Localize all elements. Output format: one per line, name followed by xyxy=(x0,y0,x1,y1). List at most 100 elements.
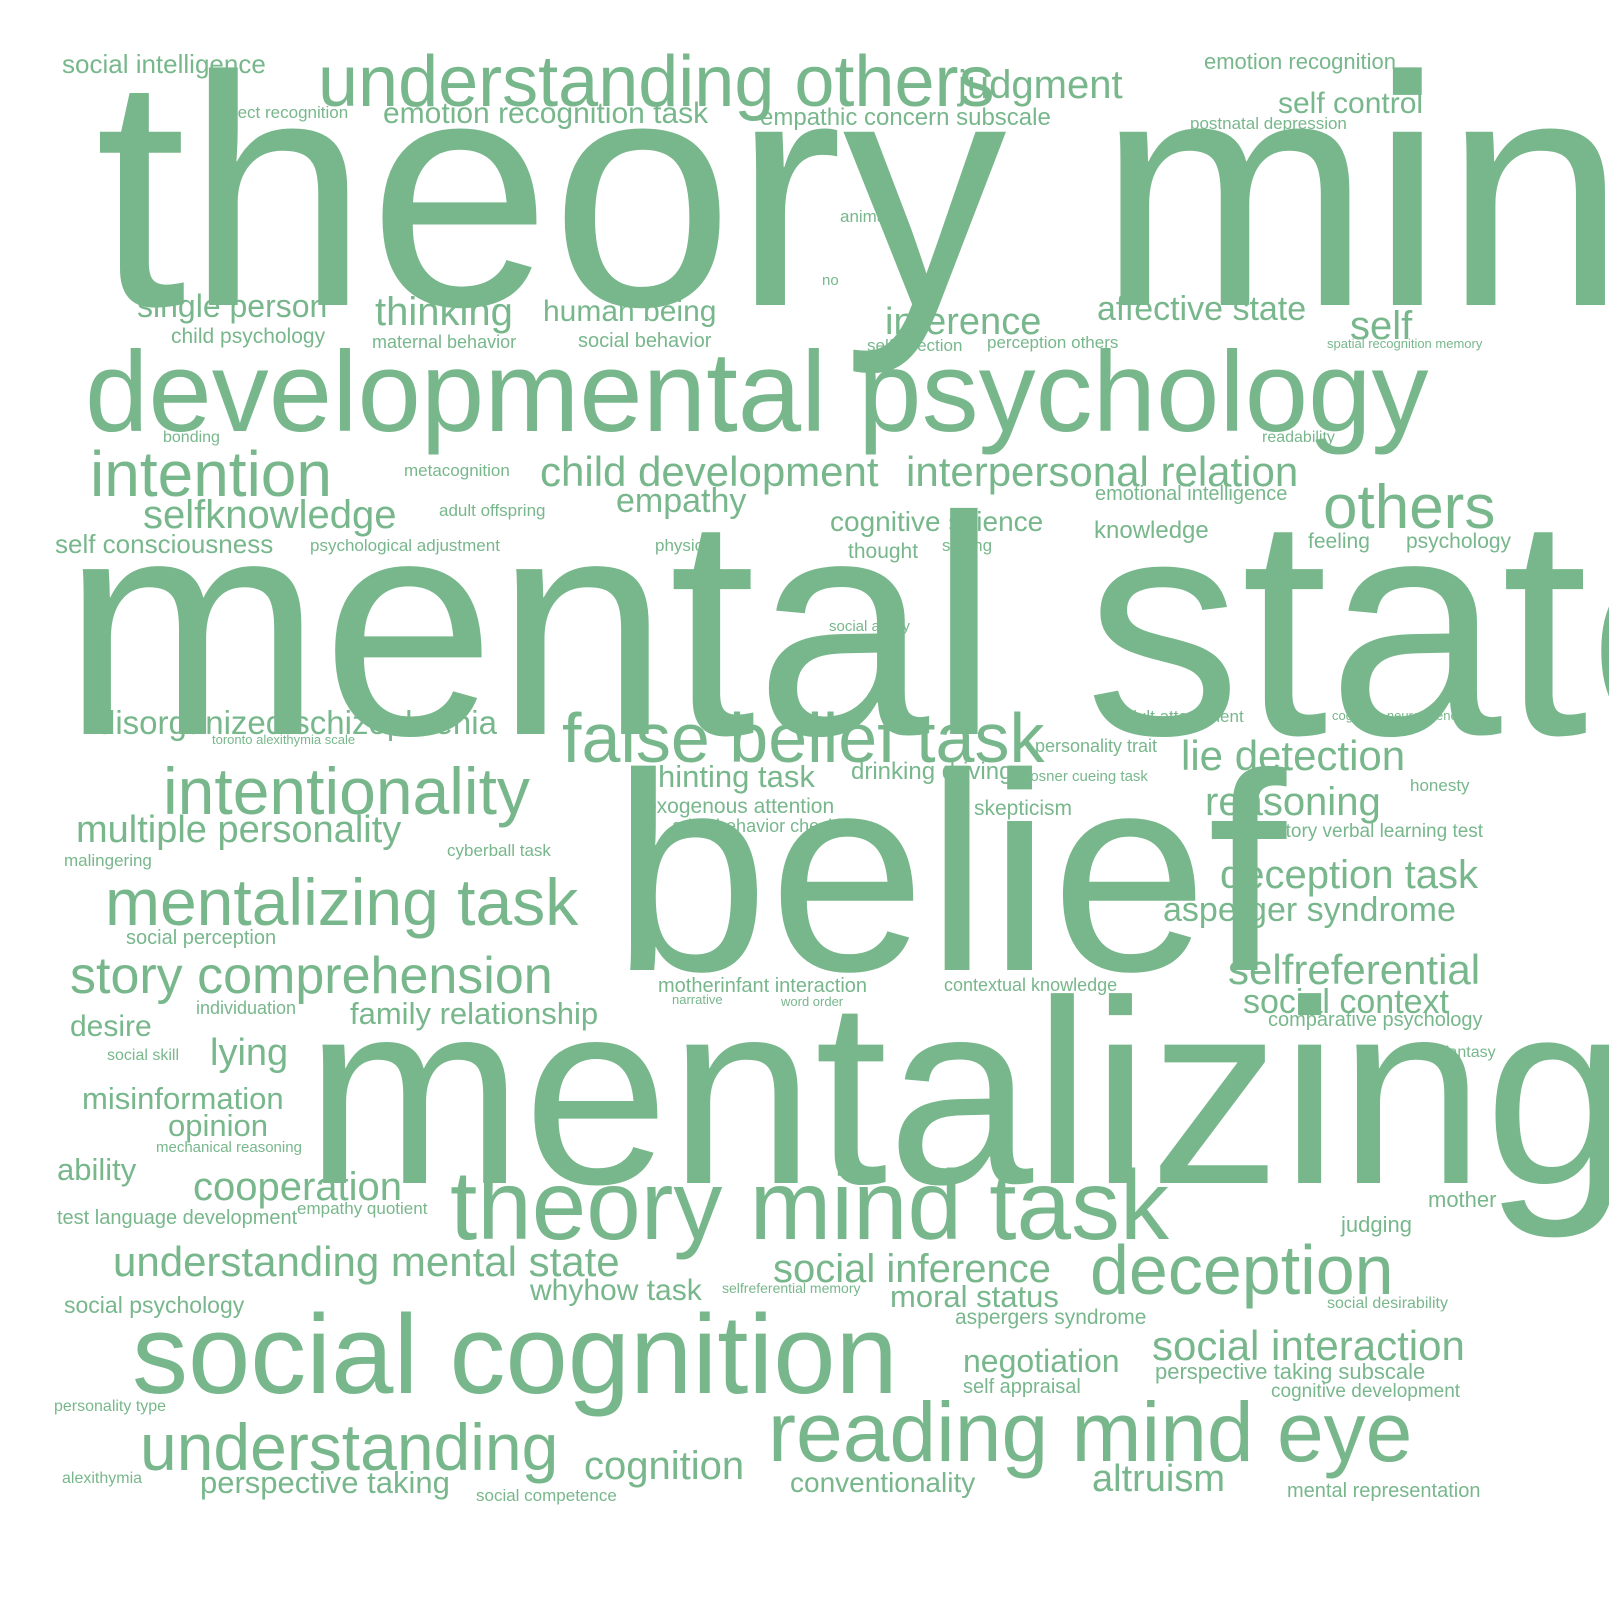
word-altruism: altruism xyxy=(1092,1458,1226,1500)
word-narrative: narrative xyxy=(672,992,723,1007)
word-selfreferential: selfreferential xyxy=(1228,946,1481,993)
word-emotion-recognition: emotion recognition xyxy=(1204,49,1397,74)
word-toronto-alexithymia-scale: toronto alexithymia scale xyxy=(212,732,356,747)
word-cognitive-development: cognitive development xyxy=(1271,1381,1461,1402)
word-maternal-behavior: maternal behavior xyxy=(372,332,517,352)
word-lie-detection: lie detection xyxy=(1181,732,1406,779)
word-mentalizing: mentalizing xyxy=(305,946,1609,1239)
word-judging: judging xyxy=(1341,1212,1412,1237)
word-social-inference: social inference xyxy=(773,1247,1051,1291)
word-perspective-taking-subscale: perspective taking subscale xyxy=(1155,1359,1426,1384)
word-feeling: feeling xyxy=(1308,530,1370,553)
word-empathic-concern-subscale: empathic concern subscale xyxy=(760,104,1051,131)
word-adult-attachment: adult attachment xyxy=(1118,707,1244,726)
word-negotiation: negotiation xyxy=(963,1343,1120,1379)
word-empathy-quotient: empathy quotient xyxy=(297,1199,428,1218)
word-disorganized-schizophrenia: disorganized schizophrenia xyxy=(97,704,497,741)
word-self-control: self control xyxy=(1278,87,1424,120)
word-spatial-recognition-memory: spatial recognition memory xyxy=(1327,336,1483,351)
word-misinformation: misinformation xyxy=(82,1081,284,1116)
word-skepticism: skepticism xyxy=(974,797,1073,820)
word-cognitive-science: cognitive science xyxy=(830,506,1044,537)
word-knowledge: knowledge xyxy=(1094,517,1209,544)
word-hinting-task: hinting task xyxy=(658,759,815,794)
word-readability: readability xyxy=(1262,429,1335,446)
word-human-being: human being xyxy=(543,295,717,328)
word-mental-representation: mental representation xyxy=(1287,1480,1481,1502)
word-cyberball-task: cyberball task xyxy=(447,841,551,860)
word-understanding-mental-state: understanding mental state xyxy=(113,1238,620,1285)
word-posner-cueing-task: posner cueing task xyxy=(1022,768,1148,785)
word-mother: mother xyxy=(1428,1187,1497,1212)
word-deception-task: deception task xyxy=(1220,853,1478,897)
word-psychological-adjustment: psychological adjustment xyxy=(310,536,500,555)
word-social-competence: social competence xyxy=(476,1486,617,1505)
word-animacy: animacy xyxy=(840,207,904,226)
word-selfreferential-memory: selfreferential memory xyxy=(722,1280,861,1296)
word-social-perception: social perception xyxy=(126,927,277,949)
word-selfknowledge: selfknowledge xyxy=(143,493,397,537)
word-cognition: cognition xyxy=(584,1444,745,1488)
word-empathy: empathy xyxy=(616,482,747,520)
word-ability: ability xyxy=(57,1152,137,1187)
word-no: no xyxy=(822,272,839,289)
word-exogenous-attention: exogenous attention xyxy=(645,795,835,818)
word-metacognition: metacognition xyxy=(404,461,510,480)
word-false-belief-task: false belief task xyxy=(562,699,1045,777)
word-seeing: seeing xyxy=(942,536,993,555)
word-alexithymia: alexithymia xyxy=(62,1470,143,1487)
word-belief: belief xyxy=(612,715,1287,1030)
word-thinking: thinking xyxy=(375,290,513,334)
word-drinking-driving: drinking driving xyxy=(851,758,1013,785)
word-interpersonal-relation: interpersonal relation xyxy=(906,448,1299,495)
word-child-psychology: child psychology xyxy=(171,325,326,348)
word-family-relationship: family relationship xyxy=(350,996,599,1031)
word-desire: desire xyxy=(70,1010,152,1043)
word-single-person: single person xyxy=(137,288,328,324)
word-physical: physical xyxy=(655,536,717,555)
word-bonding: bonding xyxy=(163,429,220,446)
word-affect-recognition: affect recognition xyxy=(219,103,349,122)
word-social-interaction: social interaction xyxy=(1152,1322,1465,1369)
word-theory-mind-task: theory mind task xyxy=(450,1150,1169,1260)
word-social-skill: social skill xyxy=(107,1047,180,1064)
word-moral-status: moral status xyxy=(890,1279,1059,1314)
word-intentionality: intentionality xyxy=(163,754,530,828)
word-child-development: child development xyxy=(540,448,879,495)
word-judgment: judgment xyxy=(958,63,1123,107)
word-affective-state: affective state xyxy=(1097,290,1307,328)
word-test-language-development: test language development xyxy=(57,1207,298,1229)
word-inference: inference xyxy=(885,301,1042,343)
word-multiple-personality: multiple personality xyxy=(76,809,402,851)
word-social-cognition: social cognition xyxy=(132,1292,898,1417)
word-opinion: opinion xyxy=(168,1108,268,1143)
word-honesty: honesty xyxy=(1410,776,1470,795)
word-mentalizing-task: mentalizing task xyxy=(105,865,579,939)
word-thought: thought xyxy=(848,540,919,563)
word-individuation: individuation xyxy=(196,998,297,1018)
word-social-psychology: social psychology xyxy=(64,1292,245,1318)
word-understanding-others: understanding others xyxy=(318,42,995,122)
word-postnatal-depression: postnatal depression xyxy=(1190,114,1347,133)
word-aspergers-syndrome: aspergers syndrome xyxy=(955,1306,1147,1329)
word-perspective-taking: perspective taking xyxy=(200,1465,450,1500)
word-emotion-recognition-task: emotion recognition task xyxy=(383,97,709,130)
word-theory-mind: theory mind xyxy=(95,8,1609,375)
word-rey-auditory-verbal-learning-test: rey auditory verbal learning test xyxy=(1218,821,1484,842)
word-fantasy: fantasy xyxy=(1444,1044,1496,1061)
word-lying: lying xyxy=(210,1032,289,1074)
word-asperger-syndrome: asperger syndrome xyxy=(1163,891,1456,929)
word-cooperation: cooperation xyxy=(193,1165,403,1209)
word-mental-state: mental state xyxy=(62,453,1609,801)
word-cognitive-neuroscience: cognitive neuroscience xyxy=(1332,708,1465,723)
word-self-consciousness: self consciousness xyxy=(55,529,274,559)
word-psychology: psychology xyxy=(1406,530,1512,553)
word-perception-others: perception others xyxy=(987,333,1119,352)
word-word-order: word order xyxy=(781,994,844,1009)
word-intention: intention xyxy=(90,438,332,510)
word-whyhow-task: whyhow task xyxy=(530,1274,702,1307)
word-reading-mind-eye: reading mind eye xyxy=(768,1385,1413,1479)
word-social-behavior: social behavior xyxy=(578,330,712,352)
word-reasoning: reasoning xyxy=(1205,780,1381,824)
word-selfreflection: selfreflection xyxy=(867,336,963,355)
